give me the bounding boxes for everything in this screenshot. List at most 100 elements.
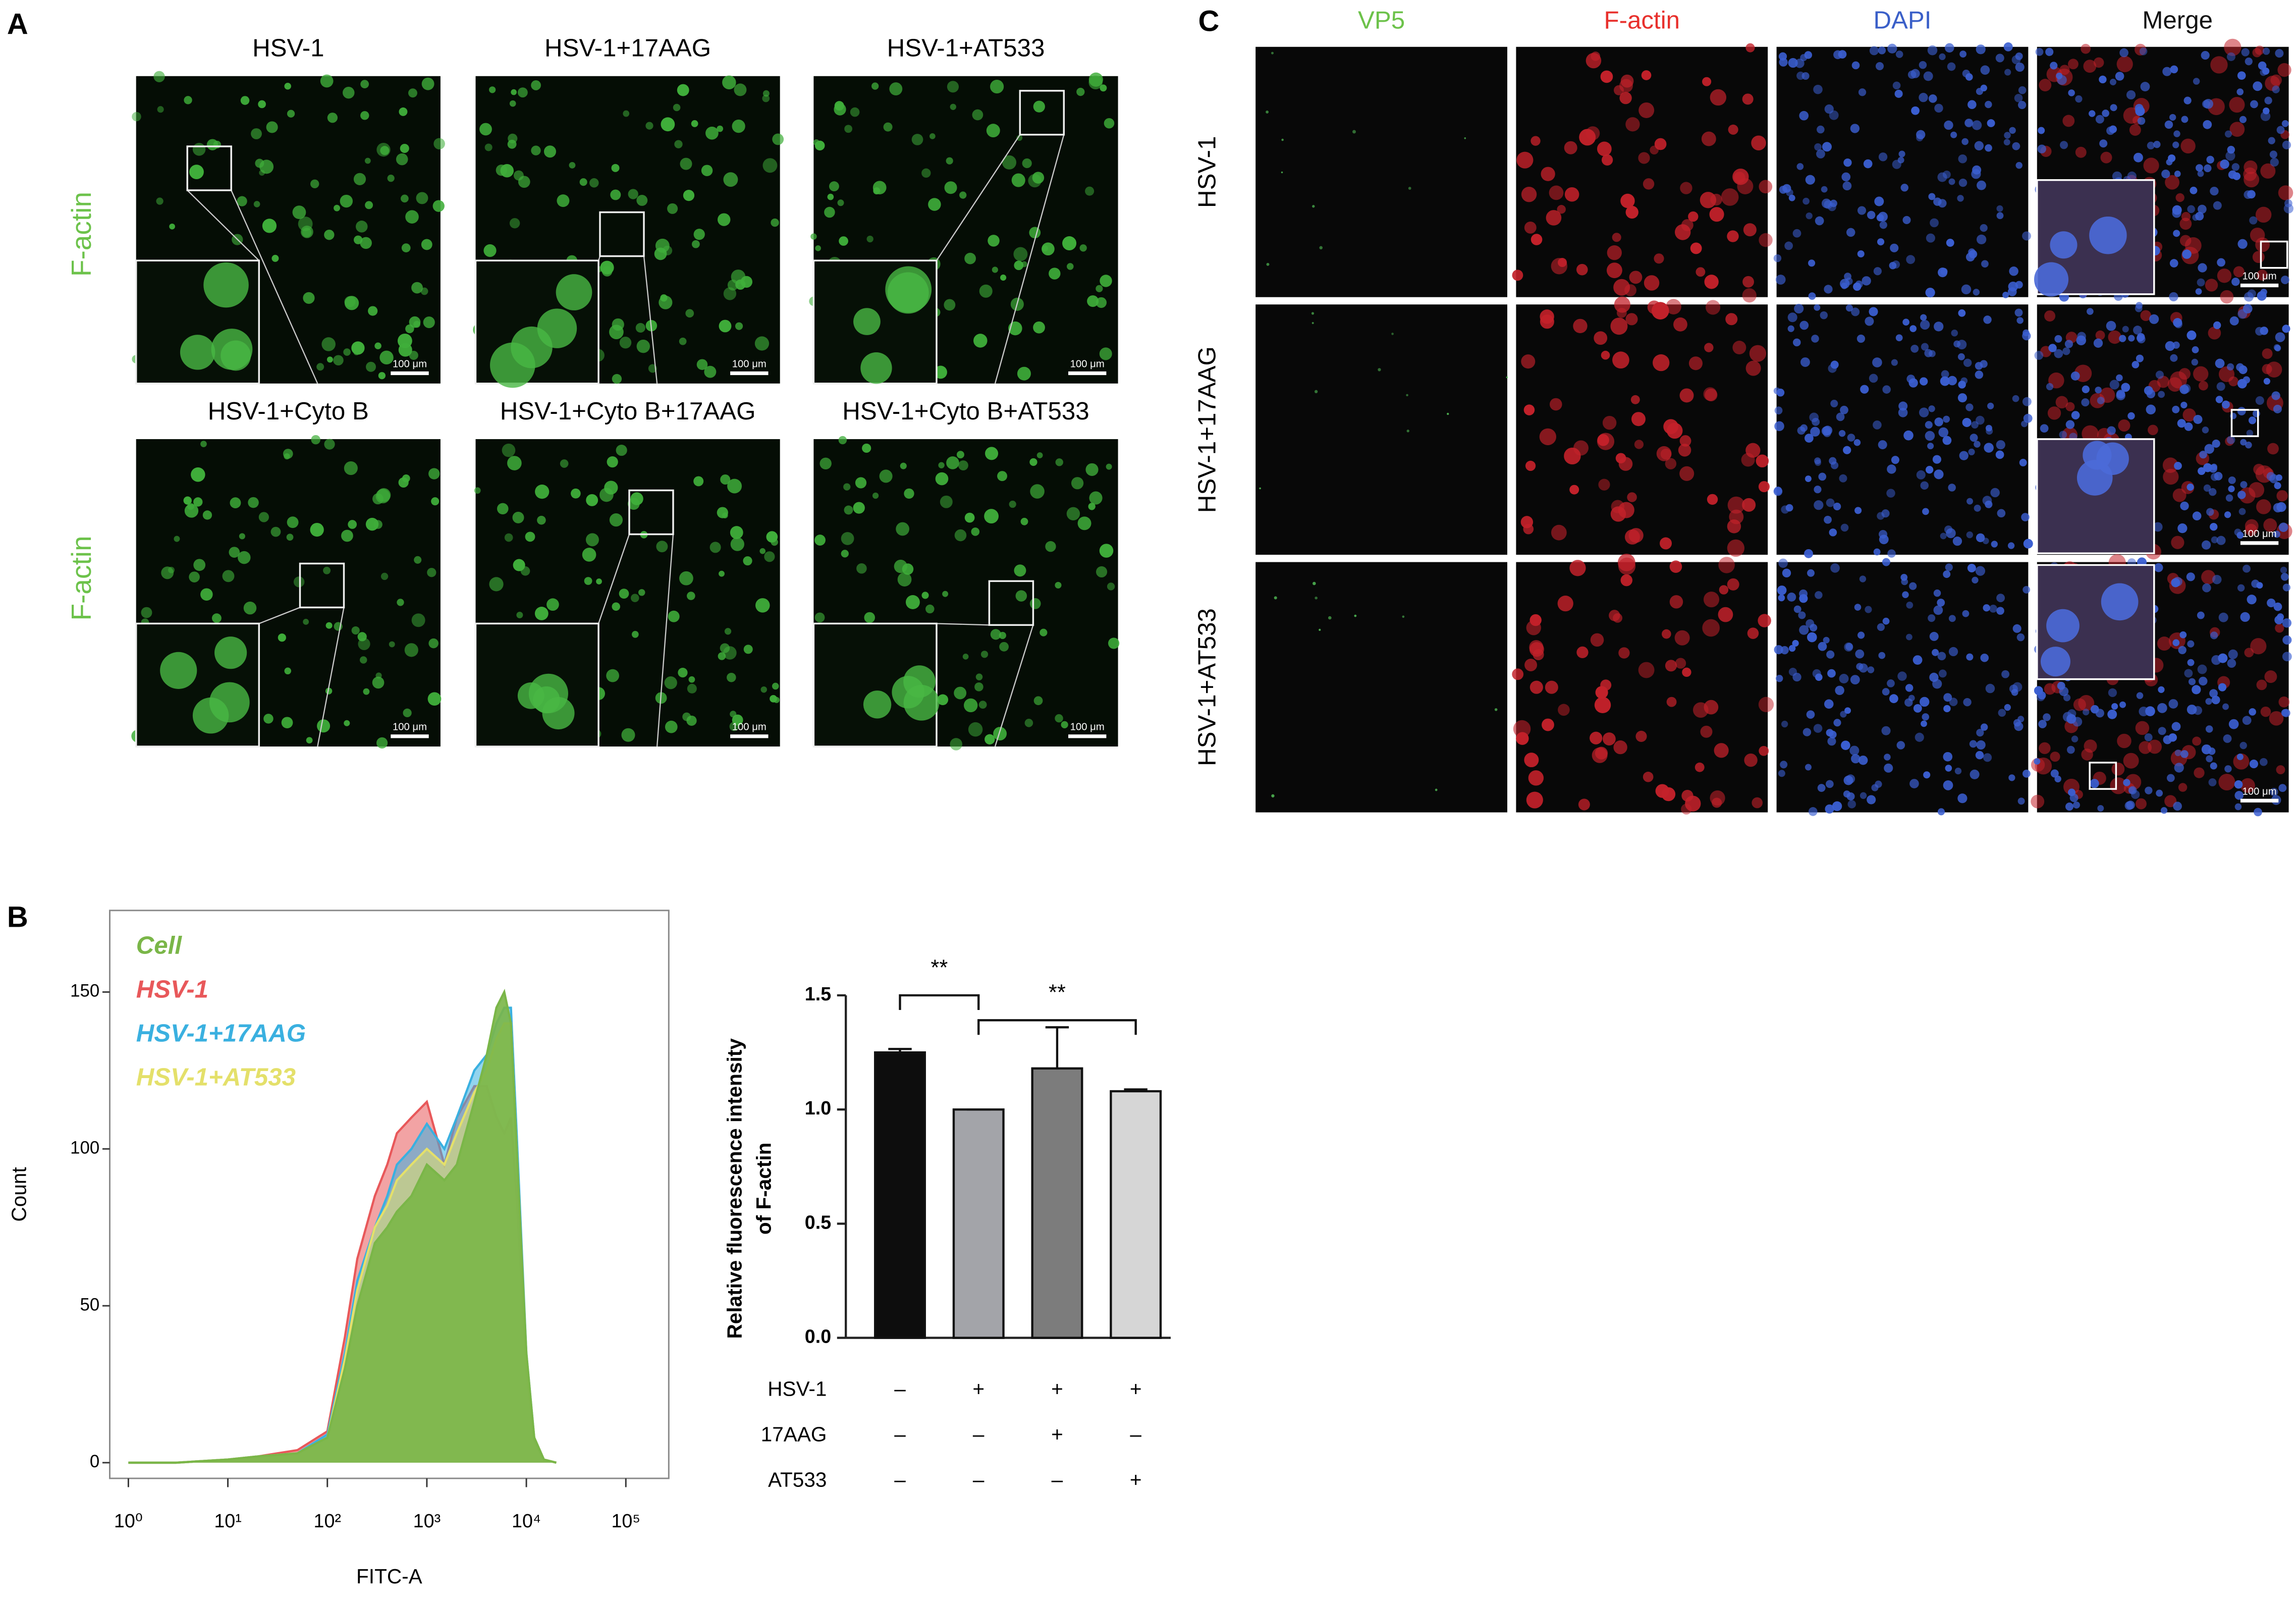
cell xyxy=(2231,163,2240,171)
cell xyxy=(1957,393,1967,403)
column-title: Merge xyxy=(2142,7,2213,34)
cell xyxy=(2179,385,2189,394)
cell xyxy=(2002,291,2009,298)
cell xyxy=(2121,383,2130,392)
cell xyxy=(546,598,559,611)
cell xyxy=(1749,345,1767,362)
cell xyxy=(1840,405,1848,414)
cell xyxy=(1742,276,1754,288)
cell xyxy=(1602,732,1616,745)
condition-sign: + xyxy=(1051,1377,1063,1401)
zoom-box xyxy=(2089,762,2117,790)
cell xyxy=(253,201,260,207)
cell xyxy=(2157,376,2169,388)
cell xyxy=(360,111,369,120)
cell xyxy=(1506,376,1508,379)
cell xyxy=(507,139,517,149)
cell xyxy=(900,462,907,469)
cell xyxy=(2007,287,2017,297)
cell xyxy=(838,436,847,445)
cell xyxy=(2210,762,2217,770)
cell xyxy=(1011,173,1025,187)
cell xyxy=(421,77,434,90)
cell xyxy=(2205,698,2212,705)
cell xyxy=(1809,412,1819,422)
cell xyxy=(1977,180,1986,190)
cell xyxy=(398,477,409,488)
cell xyxy=(2165,175,2179,190)
cell xyxy=(814,140,825,151)
cell xyxy=(2174,170,2181,177)
cell xyxy=(2014,722,2024,731)
cell xyxy=(1840,523,1849,532)
cell xyxy=(2274,345,2281,352)
cell xyxy=(2169,292,2178,302)
cell xyxy=(258,100,266,109)
cell xyxy=(2046,609,2080,643)
cell xyxy=(964,252,976,264)
cell xyxy=(1690,242,1702,254)
cell xyxy=(866,235,873,243)
cell xyxy=(2075,95,2083,103)
cell xyxy=(479,123,492,136)
cell xyxy=(2127,171,2137,181)
cell xyxy=(1759,745,1769,756)
cell xyxy=(1521,186,1537,202)
cell xyxy=(1976,415,1985,425)
cell xyxy=(1858,755,1868,765)
cell xyxy=(2250,638,2267,655)
cell xyxy=(516,612,523,619)
scale-bar-label: 100 μm xyxy=(393,722,427,733)
cell xyxy=(1042,242,1055,256)
condition-sign: – xyxy=(973,1468,985,1491)
cell xyxy=(2050,62,2058,70)
cell xyxy=(1826,498,1835,507)
cell xyxy=(2140,82,2150,91)
cell xyxy=(762,158,778,173)
cell xyxy=(2256,499,2271,514)
cell xyxy=(619,337,632,349)
cell xyxy=(1957,195,1964,202)
cell xyxy=(427,692,442,706)
cell xyxy=(1913,704,1922,713)
cell xyxy=(2166,774,2175,782)
cell xyxy=(1792,229,1801,238)
cell xyxy=(2237,584,2245,592)
cell xyxy=(600,260,614,275)
cell xyxy=(1688,211,1699,222)
cell xyxy=(1688,356,1703,370)
legend-entry: Cell xyxy=(136,931,183,959)
panel-label: A xyxy=(7,9,28,41)
cell xyxy=(2158,686,2165,693)
cell xyxy=(1077,516,1091,530)
cell xyxy=(1049,268,1061,280)
cell xyxy=(1933,605,1943,615)
cell xyxy=(1815,591,1823,599)
cell xyxy=(1706,300,1721,315)
row-title: HSV-1+17AAG xyxy=(1193,346,1221,513)
zoom-box xyxy=(628,489,674,536)
cell xyxy=(351,341,365,355)
cell xyxy=(1836,412,1845,421)
cell xyxy=(230,497,241,509)
cell xyxy=(2275,49,2284,58)
cell xyxy=(2187,659,2195,666)
cell xyxy=(1943,570,1951,578)
cell xyxy=(1900,184,1908,192)
cell xyxy=(1624,529,1640,545)
cell xyxy=(1865,316,1874,326)
zoom-box xyxy=(599,211,645,257)
cell xyxy=(211,613,222,623)
cell xyxy=(1586,126,1600,140)
cell xyxy=(2170,371,2188,389)
cell xyxy=(1625,205,1638,219)
zoom-line xyxy=(656,534,674,747)
cell xyxy=(2255,396,2264,405)
cell xyxy=(1710,790,1725,806)
cell xyxy=(2068,89,2075,96)
cell xyxy=(1745,360,1761,376)
cell xyxy=(2129,124,2141,136)
cell xyxy=(193,559,206,571)
micrograph-cells xyxy=(1774,558,2031,816)
cell xyxy=(1076,87,1085,96)
